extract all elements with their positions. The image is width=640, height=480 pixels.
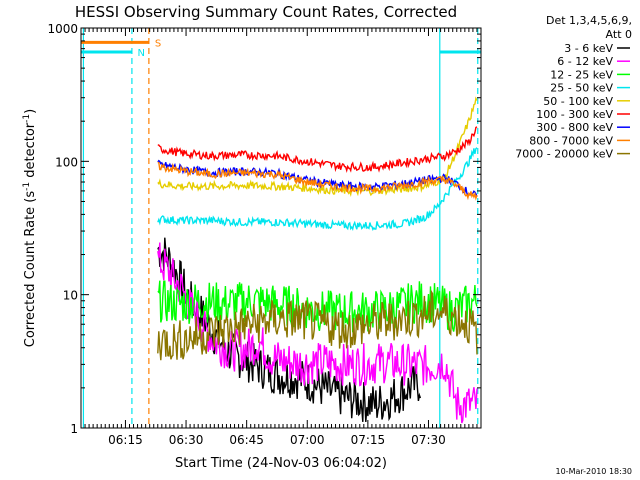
series-line-8 bbox=[157, 289, 478, 361]
series-line-0 bbox=[157, 237, 422, 423]
axes: 1 10 100 1000 06:15 06:30 06:45 07:00 07:15 07:30 bbox=[47, 22, 482, 447]
legend-label-7: 800 - 7000 keV bbox=[529, 134, 613, 147]
legend-label-2: 12 - 25 keV bbox=[550, 68, 613, 81]
y-axis-label-sup2: -1 bbox=[22, 114, 32, 123]
y-axis-label-end: ) bbox=[23, 109, 38, 114]
x-tick-label-1: 06:30 bbox=[169, 433, 204, 447]
series-line-1 bbox=[157, 242, 478, 424]
y-tick-label-2: 100 bbox=[55, 155, 78, 169]
legend-label-4: 50 - 100 keV bbox=[543, 95, 613, 108]
footer-date: 10-Mar-2010 18:30 bbox=[556, 467, 633, 476]
y-axis-label-mid: detector bbox=[23, 122, 38, 182]
x-axis-label: Start Time (24-Nov-03 06:04:02) bbox=[175, 456, 387, 471]
series-line-7 bbox=[157, 161, 478, 201]
y-tick-label-0: 1 bbox=[70, 422, 78, 436]
flag-label-1: N bbox=[138, 48, 145, 59]
series-line-4 bbox=[157, 96, 478, 198]
legend-label-5: 100 - 300 keV bbox=[536, 108, 613, 121]
flag-label-0: S bbox=[155, 38, 161, 49]
x-tick-label-2: 06:45 bbox=[229, 433, 264, 447]
x-tick-label-0: 06:15 bbox=[108, 433, 143, 447]
legend-label-3: 25 - 50 keV bbox=[550, 82, 613, 95]
legend-header-line-2: Att 0 bbox=[606, 28, 632, 41]
x-tick-label-3: 07:00 bbox=[290, 433, 325, 447]
plot-frame bbox=[80, 27, 482, 429]
x-tick-label-4: 07:15 bbox=[351, 433, 386, 447]
x-tick-label-5: 07:30 bbox=[411, 433, 446, 447]
series-line-3 bbox=[157, 147, 478, 231]
y-tick-label-1: 10 bbox=[63, 289, 78, 303]
y-axis-label: Corrected Count Rate (s-1 detector-1) bbox=[22, 109, 38, 347]
series-line-5 bbox=[157, 126, 478, 174]
legend-header-line-1: Det 1,3,4,5,6,9, bbox=[546, 14, 632, 27]
chart-title: HESSI Observing Summary Count Rates, Cor… bbox=[75, 3, 457, 21]
y-axis-label-sup1: -1 bbox=[22, 182, 32, 191]
legend-label-0: 3 - 6 keV bbox=[564, 42, 613, 55]
legend-label-1: 6 - 12 keV bbox=[557, 55, 613, 68]
legend-label-6: 300 - 800 keV bbox=[536, 121, 613, 134]
y-tick-label-3: 1000 bbox=[47, 22, 78, 36]
y-axis-label-main: Corrected Count Rate (s bbox=[23, 191, 38, 348]
legend-label-8: 7000 - 20000 keV bbox=[515, 148, 613, 161]
plot-area: SN bbox=[81, 28, 481, 428]
